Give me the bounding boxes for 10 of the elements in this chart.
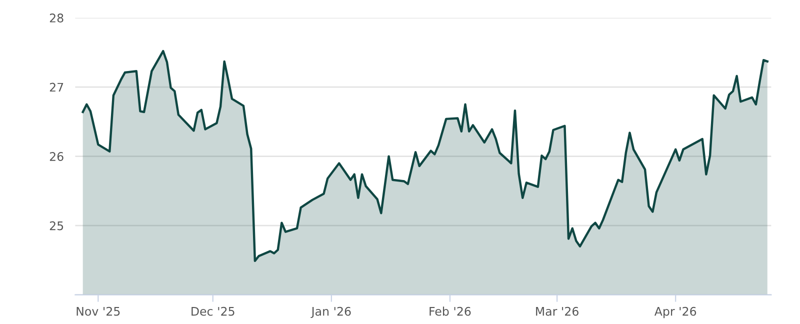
y-tick-label: 26 (50, 152, 64, 161)
y-tick-label: 25 (50, 221, 64, 230)
x-tick-label: Apr '26 (654, 306, 696, 318)
y-tick-label: 27 (50, 82, 64, 92)
x-tick-label: Mar '26 (536, 306, 578, 316)
x-tick-label: Feb '26 (430, 306, 471, 316)
y-tick-label: 28 (50, 14, 64, 22)
x-tick-label: Dec '25 (192, 306, 234, 316)
x-tick-label: Jan '26 (310, 306, 351, 318)
x-tick-label: Nov '25 (76, 306, 120, 316)
